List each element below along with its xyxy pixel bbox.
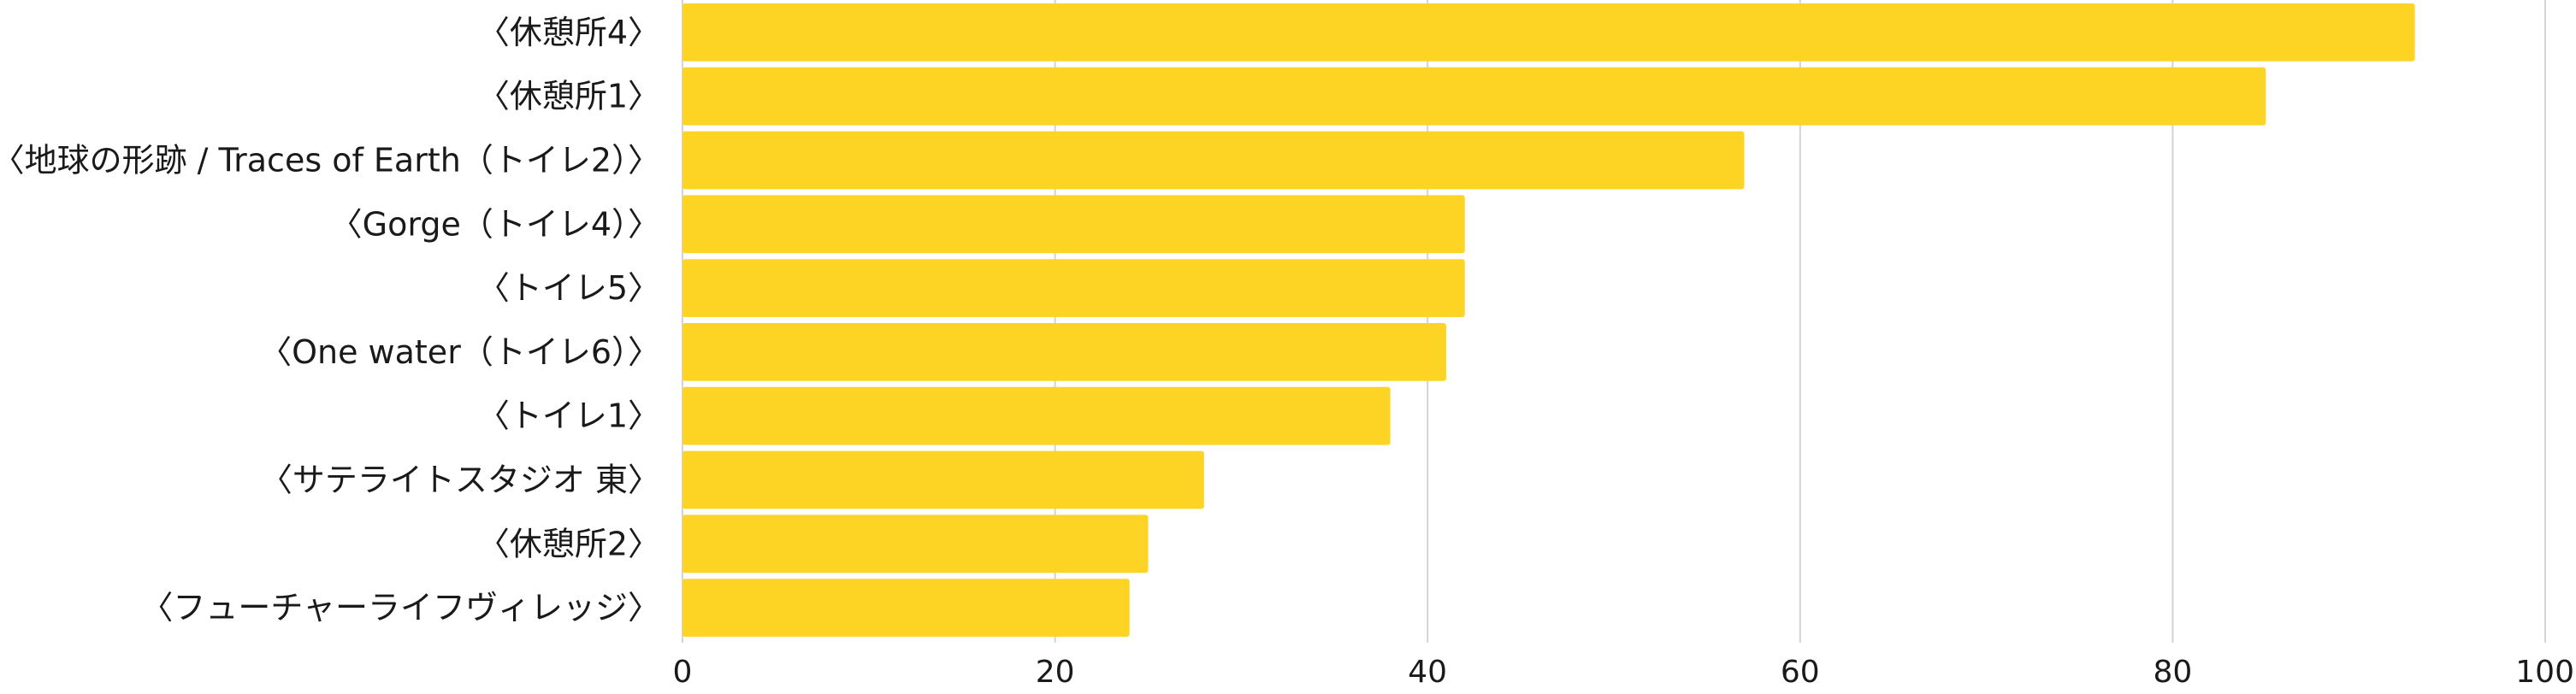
category-label: 〈休憩所1〉 <box>477 78 660 115</box>
bar <box>682 579 1130 637</box>
category-label: 〈トイレ5〉 <box>477 269 660 307</box>
x-tick-label: 80 <box>2153 655 2192 690</box>
bar <box>682 515 1149 573</box>
category-label: 〈One water（トイレ6）〉 <box>259 333 660 371</box>
x-tick-label: 60 <box>1781 655 1820 690</box>
bar <box>682 386 1391 445</box>
category-labels: 〈休憩所4〉〈休憩所1〉〈地球の形跡 / Traces of Earth（トイレ… <box>0 14 660 626</box>
bar <box>682 259 1465 317</box>
x-tick-label: 20 <box>1036 655 1075 690</box>
bar <box>682 450 1204 509</box>
x-tick-label: 40 <box>1408 655 1447 690</box>
x-tick-label: 100 <box>2515 655 2574 690</box>
category-label: 〈Gorge（トイレ4）〉 <box>330 205 660 243</box>
bar <box>682 323 1446 381</box>
category-label: 〈トイレ1〉 <box>477 397 660 435</box>
category-label: 〈休憩所2〉 <box>477 525 660 562</box>
category-label: 〈休憩所4〉 <box>477 14 660 51</box>
bars <box>682 3 2415 637</box>
bar <box>682 195 1465 254</box>
bar <box>682 67 2266 126</box>
x-tick-label: 0 <box>673 655 693 690</box>
x-axis-ticks: 0 20 40 60 80 100 <box>673 655 2574 690</box>
category-label: 〈フューチャーライフヴィレッジ〉 <box>140 589 660 626</box>
bar <box>682 131 1745 190</box>
category-label: 〈サテライトスタジオ 東〉 <box>260 462 660 499</box>
category-label: 〈地球の形跡 / Traces of Earth（トイレ2）〉 <box>0 142 660 179</box>
bar <box>682 3 2415 62</box>
